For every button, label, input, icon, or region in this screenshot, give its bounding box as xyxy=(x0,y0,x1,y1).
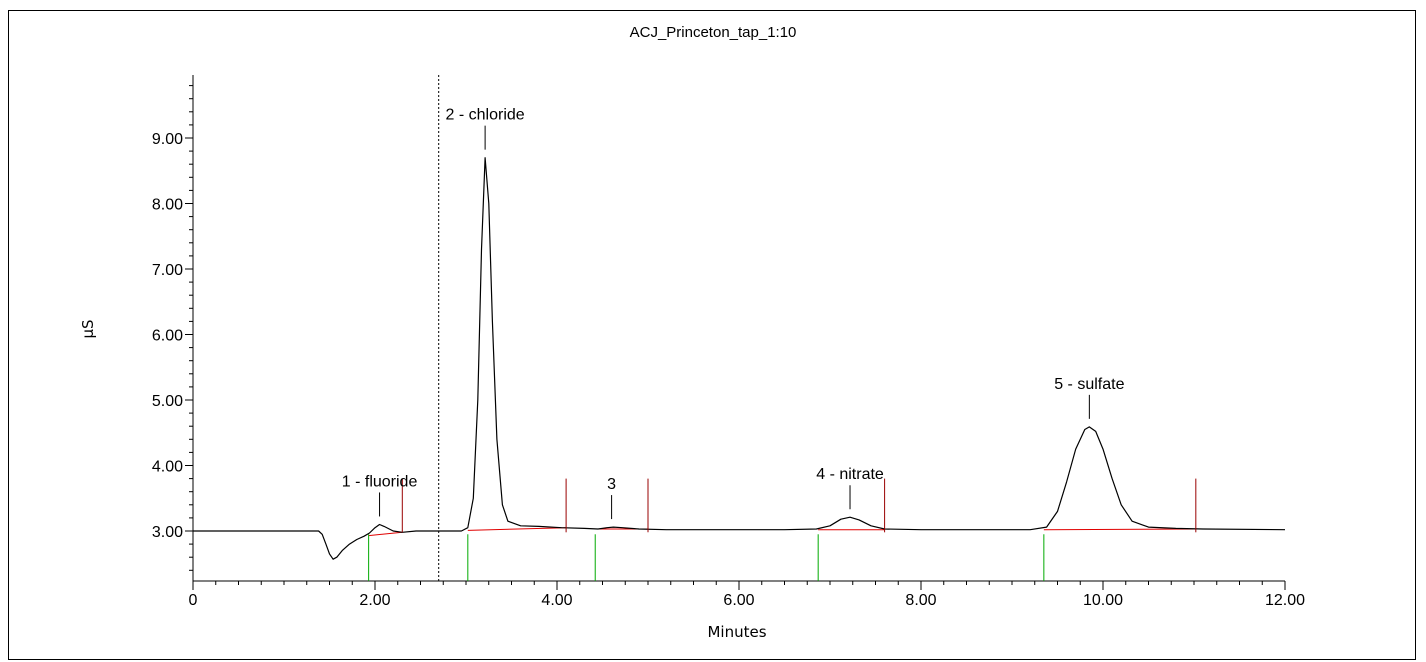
y-tick-label: 9.00 xyxy=(152,131,183,148)
chart-marks: 1 - fluoride 2 - chloride 3 4 - nitrate 5 - … xyxy=(193,75,1286,581)
y-tick-label: 3.00 xyxy=(152,524,183,541)
x-tick-label: 10.00 xyxy=(1083,592,1123,609)
integration-baseline xyxy=(467,527,567,531)
x-axis-label: Minutes xyxy=(707,623,766,641)
signal-trace xyxy=(193,157,1286,560)
x-tick-label: 8.00 xyxy=(905,592,936,609)
peak-label: 3 xyxy=(607,476,616,493)
x-tick-label: 12.00 xyxy=(1265,592,1305,609)
x-tick-label: 6.00 xyxy=(723,592,754,609)
y-axis-label: µS xyxy=(79,319,97,338)
y-tick-label: 7.00 xyxy=(152,262,183,279)
peak-label: 4 - nitrate xyxy=(816,466,884,483)
chromatogram-chart: ACJ_Princeton_tap_1:10 Minutes µS 3.00 4.… xyxy=(79,24,1305,641)
x-tick-label: 0 xyxy=(189,592,198,609)
x-tick-label: 4.00 xyxy=(541,592,572,609)
peak-label: 5 - sulfate xyxy=(1054,376,1124,393)
peak-label: 2 - chloride xyxy=(446,107,525,124)
chart-title: ACJ_Princeton_tap_1:10 xyxy=(630,24,797,41)
y-tick-label: 6.00 xyxy=(152,328,183,345)
peak-label: 1 - fluoride xyxy=(342,473,418,490)
y-tick-label: 8.00 xyxy=(152,197,183,214)
chart-frame: ACJ_Princeton_tap_1:10 Minutes µS 3.00 4.… xyxy=(8,10,1416,660)
x-tick-label: 2.00 xyxy=(359,592,390,609)
y-tick-label: 5.00 xyxy=(152,393,183,410)
integration-baseline xyxy=(368,531,403,537)
integration-baseline xyxy=(1043,528,1196,531)
axes: 3.00 4.00 5.00 6.00 7.00 8.00 9.00 0 2.00 4.00 6.0… xyxy=(152,75,1305,609)
y-tick-label: 4.00 xyxy=(152,459,183,476)
